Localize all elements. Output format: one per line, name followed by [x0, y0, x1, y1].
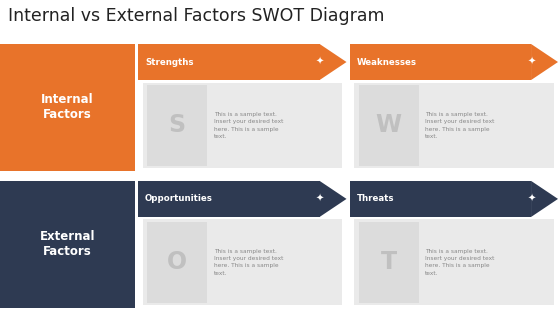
Text: Internal
Factors: Internal Factors	[41, 93, 94, 122]
Text: ✦: ✦	[527, 194, 535, 204]
FancyBboxPatch shape	[354, 83, 554, 168]
FancyBboxPatch shape	[350, 181, 531, 217]
Text: ✦: ✦	[316, 194, 324, 204]
Text: T: T	[381, 250, 397, 274]
Text: Opportunities: Opportunities	[145, 194, 213, 203]
Text: External
Factors: External Factors	[40, 230, 95, 258]
Text: Threats: Threats	[357, 194, 394, 203]
FancyBboxPatch shape	[359, 222, 418, 303]
Text: Strengths: Strengths	[145, 57, 194, 67]
FancyBboxPatch shape	[354, 219, 554, 305]
Text: This is a sample text.
Insert your desired text
here. This is a sample
text.: This is a sample text. Insert your desir…	[425, 112, 494, 139]
Polygon shape	[320, 44, 347, 80]
FancyBboxPatch shape	[143, 83, 342, 168]
Text: This is a sample text.
Insert your desired text
here. This is a sample
text.: This is a sample text. Insert your desir…	[425, 249, 494, 276]
FancyBboxPatch shape	[147, 85, 207, 166]
FancyBboxPatch shape	[143, 219, 342, 305]
Text: W: W	[376, 113, 402, 138]
Polygon shape	[531, 181, 558, 217]
FancyBboxPatch shape	[359, 85, 418, 166]
Text: This is a sample text.
Insert your desired text
here. This is a sample
text.: This is a sample text. Insert your desir…	[214, 249, 283, 276]
Text: ✦: ✦	[527, 57, 535, 67]
Text: This is a sample text.
Insert your desired text
here. This is a sample
text.: This is a sample text. Insert your desir…	[214, 112, 283, 139]
Polygon shape	[531, 44, 558, 80]
FancyBboxPatch shape	[147, 222, 207, 303]
Text: ✦: ✦	[316, 57, 324, 67]
FancyBboxPatch shape	[350, 44, 531, 80]
Polygon shape	[320, 181, 347, 217]
Text: Internal vs External Factors SWOT Diagram: Internal vs External Factors SWOT Diagra…	[8, 7, 385, 25]
FancyBboxPatch shape	[0, 181, 135, 308]
Text: Weaknesses: Weaknesses	[357, 57, 417, 67]
Text: O: O	[167, 250, 187, 274]
FancyBboxPatch shape	[138, 181, 320, 217]
Text: S: S	[169, 113, 186, 138]
FancyBboxPatch shape	[0, 44, 135, 171]
FancyBboxPatch shape	[138, 44, 320, 80]
